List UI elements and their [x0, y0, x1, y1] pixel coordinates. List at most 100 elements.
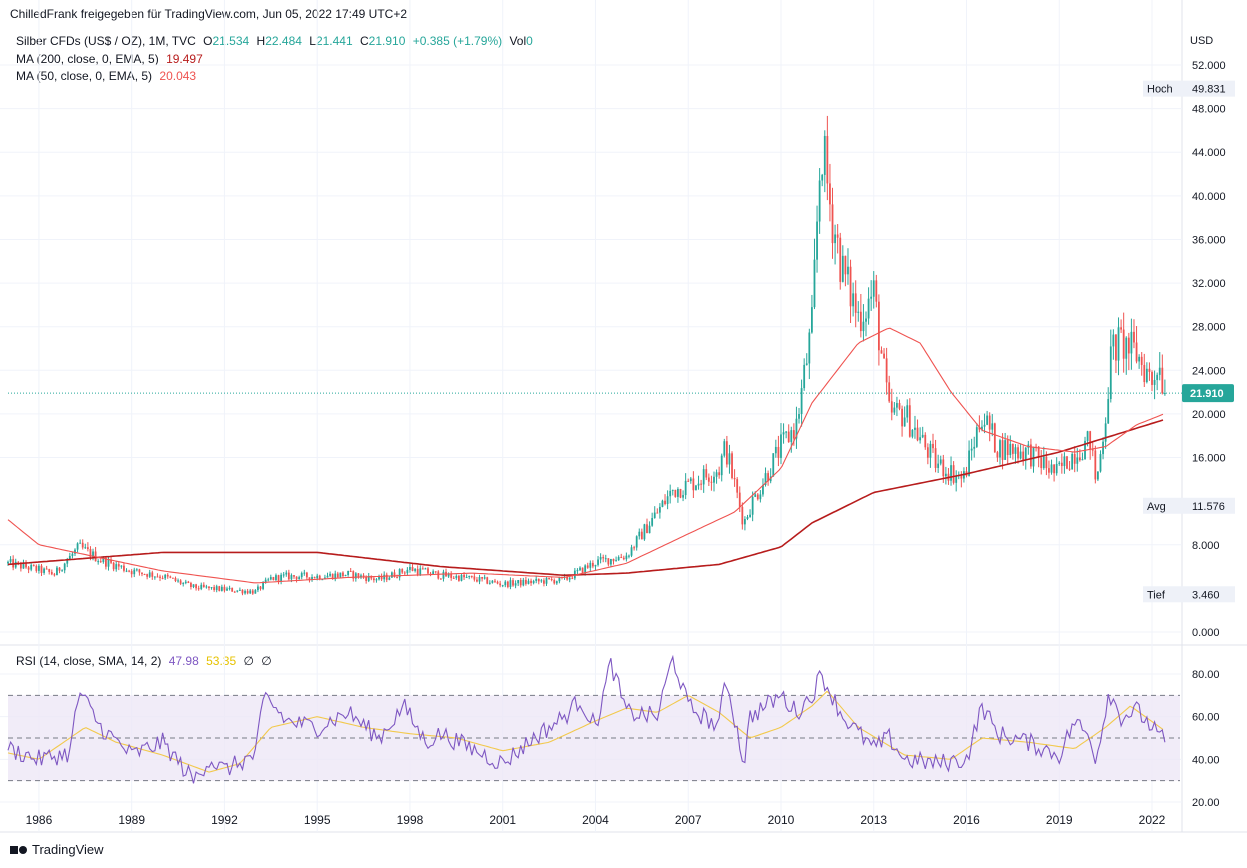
candle-body — [679, 488, 682, 498]
candle-body — [1127, 337, 1130, 354]
candle — [847, 248, 849, 285]
candle — [875, 274, 878, 308]
rsi-ma-value: 53.35 — [206, 654, 237, 668]
candle — [277, 574, 280, 585]
candle-body — [1135, 342, 1138, 362]
candle-body — [277, 575, 280, 582]
candle — [375, 578, 378, 583]
rsi-extra-2: ∅ — [261, 654, 272, 668]
candle-body — [829, 183, 831, 205]
candle-body — [1094, 450, 1097, 480]
candle — [336, 571, 339, 578]
candle — [259, 586, 262, 591]
candle-body — [1125, 337, 1128, 359]
candle-body — [509, 580, 512, 587]
candle-body — [424, 568, 427, 570]
candle-body — [859, 311, 862, 332]
candle-body — [1163, 393, 1166, 395]
candle-body — [831, 204, 834, 244]
candle — [852, 282, 855, 317]
candle-body — [135, 569, 138, 571]
candle-body — [736, 479, 739, 493]
candle-body — [924, 434, 927, 448]
candle — [187, 580, 190, 584]
candle-body — [648, 525, 651, 534]
candle — [973, 436, 976, 458]
candle — [705, 463, 708, 481]
candle-body — [674, 489, 677, 497]
candle-body — [184, 581, 187, 584]
candle-body — [960, 474, 963, 479]
candle-body — [30, 564, 33, 570]
candle-body — [532, 580, 535, 584]
candle — [1053, 464, 1056, 482]
candle — [1001, 433, 1004, 470]
candle — [759, 490, 762, 503]
candle-body — [74, 549, 76, 554]
candle-body — [483, 577, 486, 579]
candle — [432, 569, 435, 575]
candle — [669, 484, 672, 504]
time-tick-label: 2004 — [582, 813, 609, 827]
candle — [293, 574, 295, 579]
rsi-legend[interactable]: RSI (14, close, SMA, 14, 2) 47.98 53.35 … — [16, 654, 276, 668]
candle — [723, 438, 726, 458]
candle-body — [1112, 334, 1115, 347]
candle — [476, 576, 478, 583]
candle — [107, 556, 110, 571]
candle-body — [257, 586, 259, 591]
candle — [25, 560, 27, 569]
candle — [1024, 446, 1027, 470]
candle-body — [1099, 454, 1102, 472]
candle — [1120, 319, 1122, 334]
candle-body — [130, 571, 133, 575]
candle-body — [403, 572, 406, 574]
last-price-label: 21.910 — [1190, 388, 1224, 400]
candle — [1060, 453, 1063, 474]
candle-body — [1014, 447, 1017, 454]
candle — [630, 544, 633, 558]
candle — [236, 590, 239, 593]
candle — [504, 580, 507, 588]
candle — [986, 410, 989, 426]
main-series-legend[interactable]: Silber CFDs (US$ / OZ), 1M, TVC O21.534 … — [16, 34, 541, 48]
tradingview-footer[interactable]: TradingView — [10, 842, 104, 857]
candle-body — [1156, 374, 1159, 380]
candle — [780, 423, 782, 465]
candle — [1089, 430, 1092, 460]
candle-body — [318, 575, 321, 580]
candle-body — [1071, 453, 1074, 470]
candle — [774, 439, 777, 458]
candle-body — [264, 579, 267, 583]
candle — [45, 565, 48, 570]
price-tick-label: 44.000 — [1192, 147, 1226, 159]
candle-body — [251, 590, 254, 594]
candle-body — [450, 573, 453, 578]
candle-body — [398, 569, 401, 578]
ma200-legend[interactable]: MA (200, close, 0, EMA, 5) 19.497 — [16, 52, 207, 66]
time-tick-label: 1989 — [118, 813, 145, 827]
candle-body — [903, 417, 906, 427]
candle-body — [375, 579, 378, 581]
candle-body — [293, 575, 295, 577]
candle — [153, 576, 156, 580]
candle-body — [545, 577, 548, 584]
candle — [326, 572, 329, 578]
candle — [550, 577, 553, 582]
candle — [184, 579, 187, 585]
candle-body — [620, 557, 623, 559]
candle — [393, 569, 396, 578]
candle-body — [772, 453, 775, 477]
candle — [231, 587, 234, 592]
candle-body — [785, 431, 788, 433]
candles — [7, 115, 1166, 596]
candle — [1153, 370, 1156, 400]
change-value: +0.385 (+1.79%) — [412, 34, 503, 48]
candle — [468, 575, 471, 580]
candle — [731, 451, 733, 480]
ma50-legend[interactable]: MA (50, close, 0, EMA, 5) 20.043 — [16, 69, 200, 83]
last-price-badge — [1182, 384, 1234, 403]
candle-body — [857, 311, 860, 313]
candle — [744, 516, 746, 531]
